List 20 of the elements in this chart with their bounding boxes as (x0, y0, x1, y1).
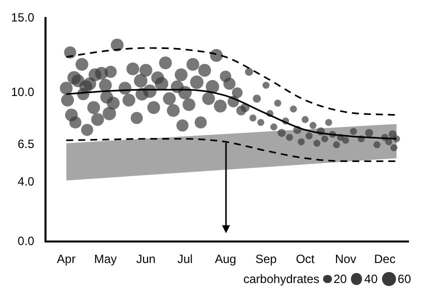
x-tick-label: Apr (56, 252, 76, 266)
y-tick-label: 15.0 (10, 10, 35, 25)
y-tick-label: 10.0 (10, 84, 35, 99)
legend-label: 20 (334, 272, 347, 286)
x-tick-label: Aug (214, 252, 236, 266)
line-series (65, 47, 398, 116)
legend-label: 60 (398, 272, 411, 286)
x-tick-label: Dec (374, 252, 396, 266)
line-series (65, 138, 398, 162)
legend-title: carbohydrates (243, 272, 320, 286)
x-tick-label: May (94, 252, 117, 266)
y-tick-label: 6.5 (18, 137, 35, 152)
x-tick-label: Oct (296, 252, 316, 266)
y-tick-label: 0.0 (18, 234, 35, 248)
x-tick-label: Jul (177, 252, 193, 266)
y-tick-label: 4.0 (18, 174, 35, 188)
x-tick-label: Jun (136, 252, 156, 266)
x-tick-label: Nov (334, 252, 356, 266)
x-tick-label: Sep (255, 252, 277, 266)
legend-label: 40 (364, 272, 378, 286)
